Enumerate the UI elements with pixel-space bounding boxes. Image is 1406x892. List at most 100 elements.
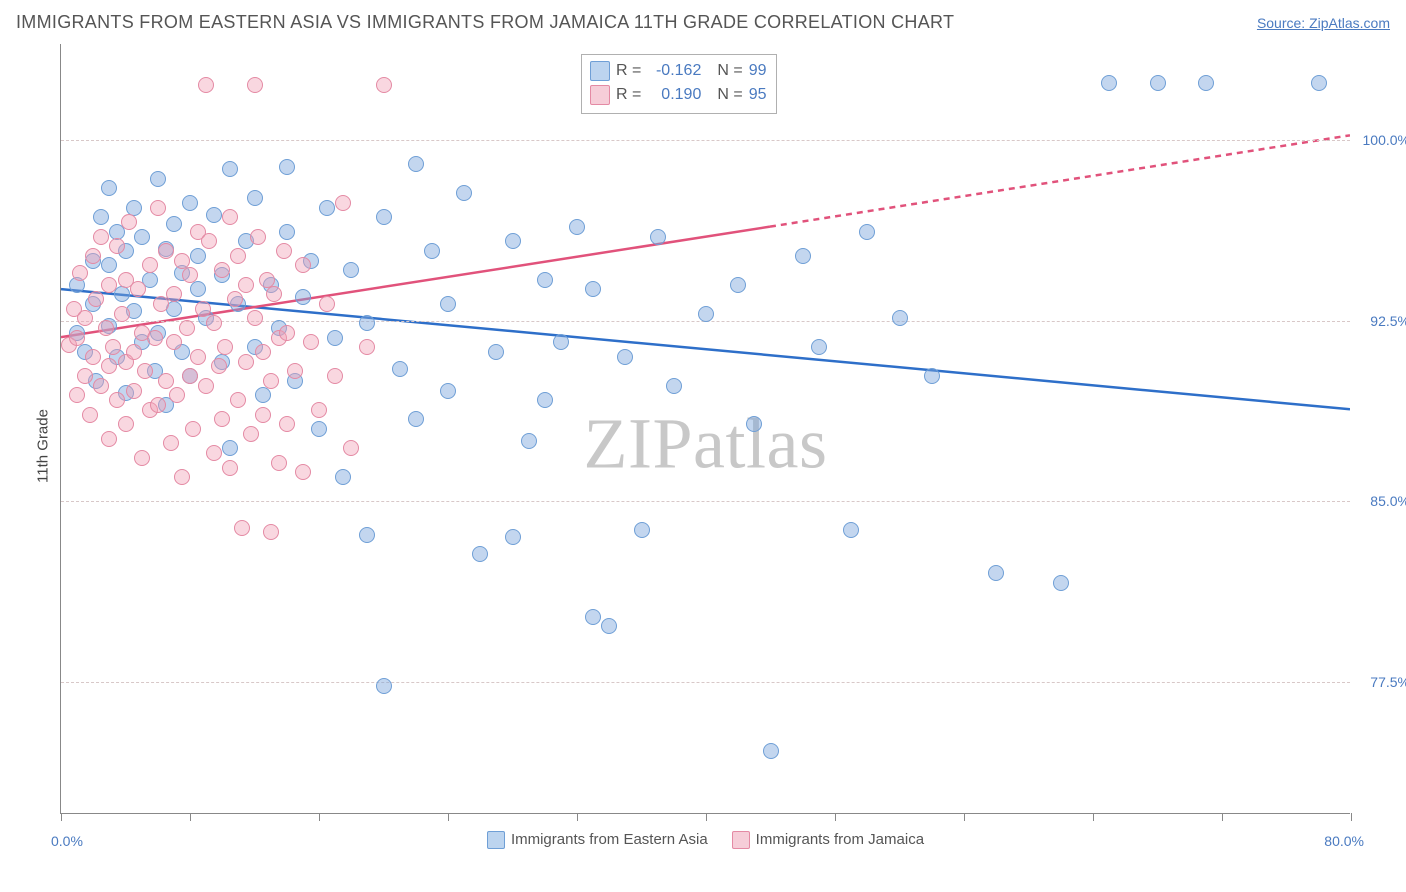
scatter-point-jamaica	[69, 330, 85, 346]
scatter-point-eastern_asia	[255, 387, 271, 403]
scatter-point-eastern_asia	[392, 361, 408, 377]
scatter-point-jamaica	[255, 344, 271, 360]
scatter-point-eastern_asia	[247, 190, 263, 206]
scatter-point-jamaica	[105, 339, 121, 355]
scatter-point-jamaica	[150, 397, 166, 413]
scatter-point-jamaica	[247, 310, 263, 326]
scatter-point-eastern_asia	[505, 529, 521, 545]
scatter-point-eastern_asia	[472, 546, 488, 562]
scatter-point-eastern_asia	[359, 527, 375, 543]
scatter-point-jamaica	[72, 265, 88, 281]
scatter-point-jamaica	[222, 209, 238, 225]
scatter-point-eastern_asia	[279, 159, 295, 175]
scatter-point-eastern_asia	[843, 522, 859, 538]
scatter-point-jamaica	[185, 421, 201, 437]
scatter-point-jamaica	[158, 373, 174, 389]
xaxis-max-label: 80.0%	[1324, 833, 1364, 849]
stats-n-value: 99	[749, 62, 767, 80]
scatter-point-eastern_asia	[279, 224, 295, 240]
scatter-point-jamaica	[109, 392, 125, 408]
scatter-point-eastern_asia	[1311, 75, 1327, 91]
scatter-point-eastern_asia	[456, 185, 472, 201]
scatter-point-jamaica	[319, 296, 335, 312]
scatter-point-eastern_asia	[1053, 575, 1069, 591]
scatter-point-jamaica	[230, 392, 246, 408]
gridline	[61, 501, 1350, 502]
scatter-point-jamaica	[211, 358, 227, 374]
scatter-point-jamaica	[150, 200, 166, 216]
scatter-point-jamaica	[250, 229, 266, 245]
scatter-point-jamaica	[327, 368, 343, 384]
stats-box: R =-0.162N =99R =0.190N =95	[581, 54, 777, 114]
watermark: ZIPatlas	[584, 402, 828, 485]
scatter-point-eastern_asia	[521, 433, 537, 449]
scatter-point-eastern_asia	[190, 281, 206, 297]
xtick	[319, 813, 320, 821]
scatter-point-jamaica	[230, 248, 246, 264]
scatter-point-jamaica	[198, 77, 214, 93]
scatter-point-eastern_asia	[376, 209, 392, 225]
scatter-point-eastern_asia	[1150, 75, 1166, 91]
scatter-point-jamaica	[182, 368, 198, 384]
scatter-point-jamaica	[98, 320, 114, 336]
scatter-point-jamaica	[234, 520, 250, 536]
scatter-point-jamaica	[166, 286, 182, 302]
stats-n-label: N =	[717, 62, 742, 80]
legend-item-jamaica[interactable]: Immigrants from Jamaica	[732, 831, 924, 849]
scatter-point-eastern_asia	[488, 344, 504, 360]
scatter-point-eastern_asia	[859, 224, 875, 240]
ytick-label: 85.0%	[1355, 493, 1406, 509]
scatter-point-jamaica	[279, 325, 295, 341]
scatter-point-eastern_asia	[763, 743, 779, 759]
scatter-point-jamaica	[142, 257, 158, 273]
scatter-point-eastern_asia	[359, 315, 375, 331]
scatter-point-jamaica	[190, 349, 206, 365]
scatter-point-jamaica	[195, 301, 211, 317]
ytick-label: 100.0%	[1355, 132, 1406, 148]
xtick	[1351, 813, 1352, 821]
scatter-point-eastern_asia	[892, 310, 908, 326]
legend-label: Immigrants from Jamaica	[756, 831, 924, 848]
stats-swatch	[590, 85, 610, 105]
stats-n-value: 95	[749, 86, 767, 104]
legend-label: Immigrants from Eastern Asia	[511, 831, 708, 848]
scatter-point-jamaica	[303, 334, 319, 350]
scatter-point-jamaica	[335, 195, 351, 211]
scatter-point-jamaica	[255, 407, 271, 423]
scatter-point-jamaica	[263, 524, 279, 540]
xtick	[964, 813, 965, 821]
scatter-point-eastern_asia	[811, 339, 827, 355]
xaxis-min-label: 0.0%	[51, 833, 83, 849]
legend-item-eastern_asia[interactable]: Immigrants from Eastern Asia	[487, 831, 708, 849]
stats-swatch	[590, 61, 610, 81]
scatter-point-jamaica	[130, 281, 146, 297]
scatter-point-eastern_asia	[746, 416, 762, 432]
scatter-point-eastern_asia	[335, 469, 351, 485]
scatter-point-eastern_asia	[101, 257, 117, 273]
scatter-point-jamaica	[93, 378, 109, 394]
stats-r-label: R =	[616, 62, 641, 80]
scatter-point-eastern_asia	[319, 200, 335, 216]
scatter-point-eastern_asia	[440, 296, 456, 312]
scatter-point-jamaica	[266, 286, 282, 302]
scatter-point-jamaica	[77, 368, 93, 384]
scatter-point-jamaica	[271, 455, 287, 471]
scatter-point-jamaica	[182, 267, 198, 283]
scatter-point-eastern_asia	[295, 289, 311, 305]
scatter-point-eastern_asia	[730, 277, 746, 293]
scatter-point-eastern_asia	[617, 349, 633, 365]
scatter-point-eastern_asia	[206, 207, 222, 223]
scatter-point-jamaica	[85, 349, 101, 365]
source-link[interactable]: Source: ZipAtlas.com	[1257, 15, 1390, 31]
scatter-point-eastern_asia	[505, 233, 521, 249]
scatter-point-jamaica	[121, 214, 137, 230]
scatter-point-eastern_asia	[166, 216, 182, 232]
scatter-point-eastern_asia	[601, 618, 617, 634]
stats-row-eastern_asia: R =-0.162N =99	[590, 59, 766, 83]
scatter-point-jamaica	[201, 233, 217, 249]
xtick	[1093, 813, 1094, 821]
scatter-point-jamaica	[295, 257, 311, 273]
scatter-point-eastern_asia	[408, 411, 424, 427]
scatter-point-eastern_asia	[698, 306, 714, 322]
scatter-point-eastern_asia	[114, 286, 130, 302]
